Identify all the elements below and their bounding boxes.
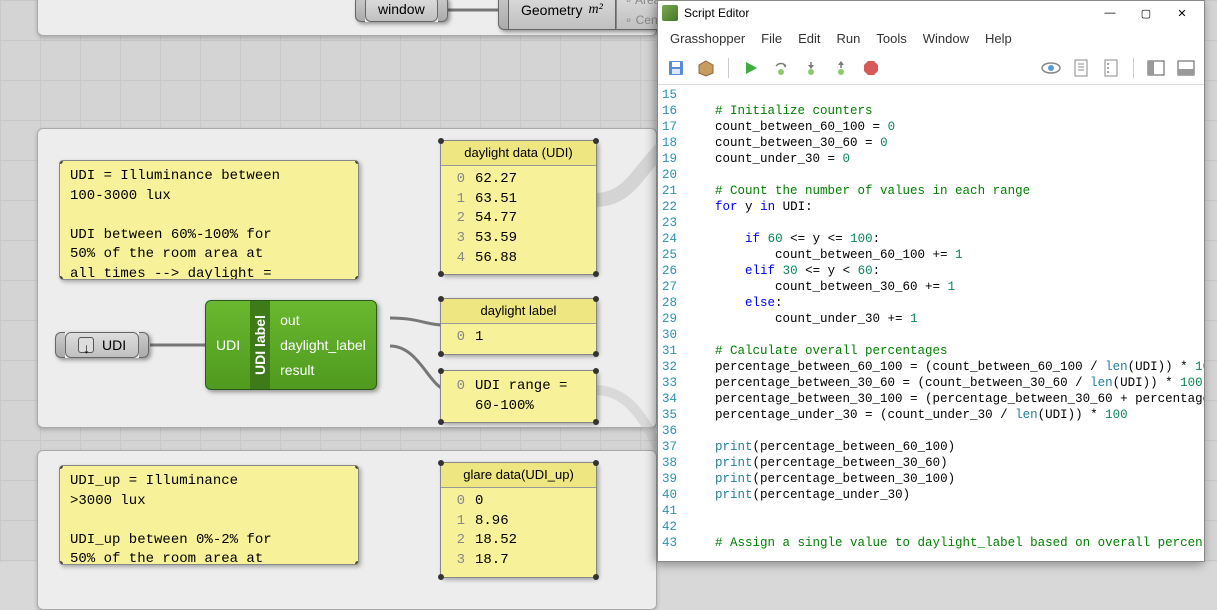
menu-window[interactable]: Window bbox=[915, 27, 977, 50]
note-udiup-text: UDI_up = Illuminance >3000 lux UDI_up be… bbox=[70, 472, 348, 565]
data-row: 01 bbox=[451, 328, 586, 348]
data-row: 00 bbox=[451, 492, 586, 512]
panel-bottom-icon[interactable] bbox=[1174, 56, 1198, 80]
panel-glare-data[interactable]: glare data(UDI_up) 0018.96218.52318.7 bbox=[440, 462, 597, 578]
close-button[interactable]: ✕ bbox=[1164, 2, 1200, 24]
run-icon[interactable] bbox=[739, 56, 763, 80]
window-label: window bbox=[378, 1, 425, 17]
udi-param[interactable]: ↓ UDI bbox=[55, 332, 149, 358]
minimize-button[interactable]: — bbox=[1092, 2, 1128, 24]
eye-icon[interactable] bbox=[1039, 56, 1063, 80]
menu-file[interactable]: File bbox=[753, 27, 790, 50]
panel-udi-range[interactable]: 0UDI range = 60-100% bbox=[440, 370, 597, 423]
menu-help[interactable]: Help bbox=[977, 27, 1020, 50]
data-row: 218.52 bbox=[451, 531, 586, 551]
data-row: 062.27 bbox=[451, 170, 586, 190]
panel-glare-title: glare data(UDI_up) bbox=[441, 463, 596, 488]
window-component[interactable]: window bbox=[355, 0, 448, 22]
script-editor-window[interactable]: Script Editor — ▢ ✕ GrasshopperFileEditR… bbox=[657, 0, 1205, 562]
note-udiup[interactable]: UDI_up = Illuminance >3000 lux UDI_up be… bbox=[59, 465, 359, 565]
geometry-component[interactable]: Geometry m² ∘ Area ∘ Centr bbox=[498, 0, 674, 30]
line-gutter: 1516171819202122232425262728293031323334… bbox=[658, 85, 685, 561]
note-udi-text: UDI = Illuminance between 100-3000 lux U… bbox=[70, 167, 348, 280]
maximize-button[interactable]: ▢ bbox=[1128, 2, 1164, 24]
data-row: 456.88 bbox=[451, 249, 586, 269]
download-icon: ↓ bbox=[78, 337, 94, 353]
panel-daylight-label-title: daylight label bbox=[441, 299, 596, 324]
udi-label-out: result bbox=[280, 362, 366, 378]
save-icon[interactable] bbox=[664, 56, 688, 80]
window-title: Script Editor bbox=[684, 6, 1092, 20]
package-icon[interactable] bbox=[694, 56, 718, 80]
panel-daylight-data-title: daylight data (UDI) bbox=[441, 141, 596, 166]
udi-param-label: UDI bbox=[102, 337, 126, 353]
menu-run[interactable]: Run bbox=[829, 27, 869, 50]
udi-label-name: UDI label bbox=[250, 301, 270, 389]
doc-icon[interactable] bbox=[1069, 56, 1093, 80]
list-icon[interactable] bbox=[1099, 56, 1123, 80]
data-row: 353.59 bbox=[451, 229, 586, 249]
note-udi[interactable]: UDI = Illuminance between 100-3000 lux U… bbox=[59, 160, 359, 280]
app-icon bbox=[662, 5, 678, 21]
data-row: 18.96 bbox=[451, 512, 586, 532]
udi-label-out: out bbox=[280, 312, 366, 328]
menubar[interactable]: GrasshopperFileEditRunToolsWindowHelp bbox=[658, 25, 1204, 52]
data-row: 163.51 bbox=[451, 190, 586, 210]
code-text[interactable]: # Initialize counters count_between_60_1… bbox=[685, 85, 1204, 561]
titlebar[interactable]: Script Editor — ▢ ✕ bbox=[658, 1, 1204, 25]
stop-icon[interactable] bbox=[859, 56, 883, 80]
udi-label-component[interactable]: UDI UDI label out daylight_labelresult bbox=[205, 300, 377, 390]
geometry-unit: m² bbox=[588, 2, 602, 18]
menu-tools[interactable]: Tools bbox=[868, 27, 914, 50]
panel-left-icon[interactable] bbox=[1144, 56, 1168, 80]
code-area[interactable]: 1516171819202122232425262728293031323334… bbox=[658, 85, 1204, 561]
step-over-icon[interactable] bbox=[769, 56, 793, 80]
step-out-icon[interactable] bbox=[829, 56, 853, 80]
udi-label-out: daylight_label bbox=[280, 337, 366, 353]
panel-daylight-data[interactable]: daylight data (UDI) 062.27163.51254.7735… bbox=[440, 140, 597, 275]
panel-daylight-label[interactable]: daylight label 01 bbox=[440, 298, 597, 355]
data-row: 0UDI range = 60-100% bbox=[451, 377, 586, 416]
udi-label-in: UDI bbox=[216, 337, 240, 353]
toolbar[interactable] bbox=[658, 52, 1204, 85]
data-row: 254.77 bbox=[451, 209, 586, 229]
menu-edit[interactable]: Edit bbox=[790, 27, 828, 50]
step-in-icon[interactable] bbox=[799, 56, 823, 80]
menu-grasshopper[interactable]: Grasshopper bbox=[662, 27, 753, 50]
data-row: 318.7 bbox=[451, 551, 586, 571]
geometry-label: Geometry bbox=[521, 2, 582, 18]
